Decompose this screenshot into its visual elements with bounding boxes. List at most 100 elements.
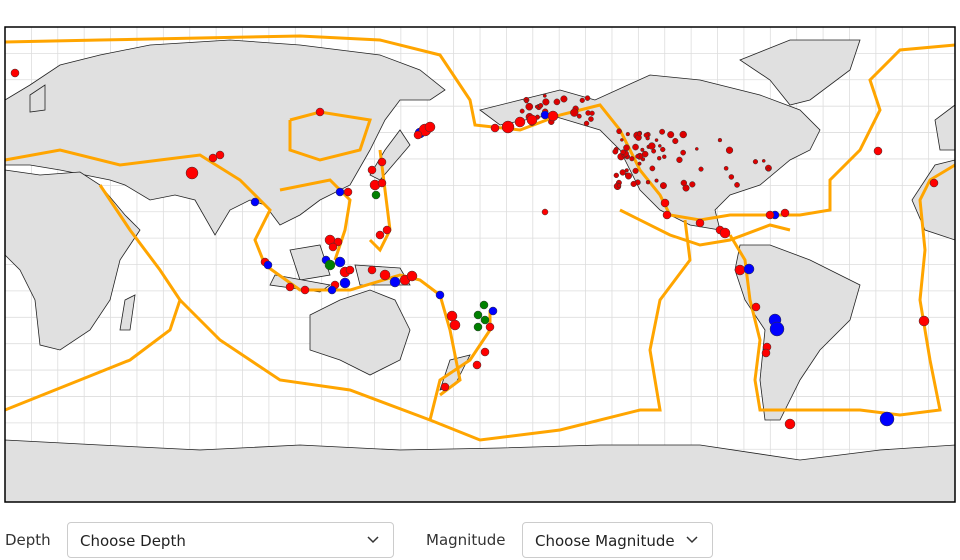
plate-boundary — [178, 298, 431, 422]
earthquake — [766, 167, 771, 172]
earthquake — [540, 110, 550, 120]
earthquake — [695, 218, 705, 228]
earthquake — [588, 116, 594, 122]
depth-select[interactable]: Choose Depth — [67, 522, 394, 558]
earthquake — [751, 302, 761, 312]
earthquake — [579, 97, 585, 103]
earthquake — [660, 198, 670, 208]
earthquake — [413, 130, 423, 140]
earthquake — [339, 277, 351, 289]
earthquake — [440, 382, 450, 392]
earthquake — [519, 108, 525, 114]
earthquake — [752, 159, 759, 165]
earthquake — [250, 197, 260, 207]
earthquake — [719, 227, 731, 239]
landmass — [29, 84, 46, 113]
earthquake — [623, 144, 630, 152]
earthquake — [377, 178, 387, 188]
landmass — [739, 39, 861, 106]
earthquake — [656, 156, 662, 161]
earthquake — [658, 144, 662, 148]
earthquake — [208, 153, 218, 163]
earthquake — [570, 108, 579, 117]
earthquake — [734, 182, 740, 188]
earthquake — [300, 285, 310, 295]
plate-boundary — [428, 219, 692, 442]
earthquake — [620, 138, 624, 142]
earthquake — [630, 180, 637, 188]
earthquake — [589, 110, 595, 116]
earthquake — [659, 182, 667, 190]
earthquake — [547, 110, 559, 122]
earthquake — [525, 102, 534, 111]
earthquake — [375, 230, 385, 240]
earthquake — [480, 315, 490, 325]
earthquake — [717, 137, 723, 143]
earthquake — [929, 178, 939, 188]
earthquake — [328, 242, 338, 252]
earthquake — [625, 172, 632, 180]
earthquake — [659, 128, 666, 135]
earthquake — [315, 107, 325, 117]
earthquake — [616, 183, 622, 188]
earthquake — [769, 321, 785, 337]
earthquake — [542, 98, 550, 106]
earthquake — [473, 322, 483, 332]
landmass — [119, 294, 136, 331]
earthquake — [680, 179, 688, 187]
earthquake — [343, 187, 353, 197]
magnitude-select[interactable]: Choose Magnitude — [522, 522, 713, 558]
earthquake — [613, 172, 619, 179]
earthquake — [637, 161, 642, 166]
earthquake — [479, 300, 489, 310]
earthquake — [472, 360, 482, 370]
depth-label: Depth — [5, 531, 51, 549]
earthquake — [389, 276, 401, 288]
earthquake — [406, 270, 418, 282]
earthquake — [679, 130, 687, 139]
earthquake — [734, 264, 746, 276]
earthquake — [660, 146, 666, 153]
earthquake — [725, 146, 734, 154]
earthquake — [538, 103, 544, 109]
plate-boundary — [619, 208, 791, 247]
earthquake — [553, 98, 561, 106]
earthquake — [576, 113, 582, 119]
earthquake — [761, 348, 771, 358]
earthquake — [723, 166, 729, 171]
earthquake — [449, 319, 461, 331]
earthquake — [689, 181, 696, 188]
earthquake — [784, 418, 796, 430]
earthquake — [327, 285, 337, 295]
earthquake — [698, 166, 704, 172]
earthquake — [541, 208, 549, 216]
earthquake — [345, 265, 355, 275]
earthquake — [649, 165, 656, 172]
earthquake — [662, 210, 672, 220]
earthquake — [334, 256, 346, 268]
earthquake — [490, 123, 500, 133]
plate-boundary — [4, 184, 182, 412]
earthquake — [645, 179, 651, 185]
earthquake — [263, 260, 273, 270]
earthquake — [10, 68, 20, 78]
earthquake — [616, 128, 622, 135]
earthquake — [667, 131, 675, 139]
earthquake — [473, 310, 483, 320]
earthquake-map — [4, 26, 956, 503]
earthquake — [620, 149, 626, 155]
earthquake — [488, 306, 498, 316]
earthquake — [648, 142, 656, 150]
landmass — [309, 289, 411, 376]
earthquake — [629, 156, 635, 162]
earthquake — [382, 225, 392, 235]
earthquake — [377, 157, 387, 167]
earthquake — [435, 290, 445, 300]
earthquake — [780, 208, 790, 218]
chevron — [686, 536, 698, 544]
earthquake — [501, 120, 515, 134]
earthquake — [672, 137, 679, 145]
earthquake — [654, 178, 659, 183]
earthquake — [285, 282, 295, 292]
